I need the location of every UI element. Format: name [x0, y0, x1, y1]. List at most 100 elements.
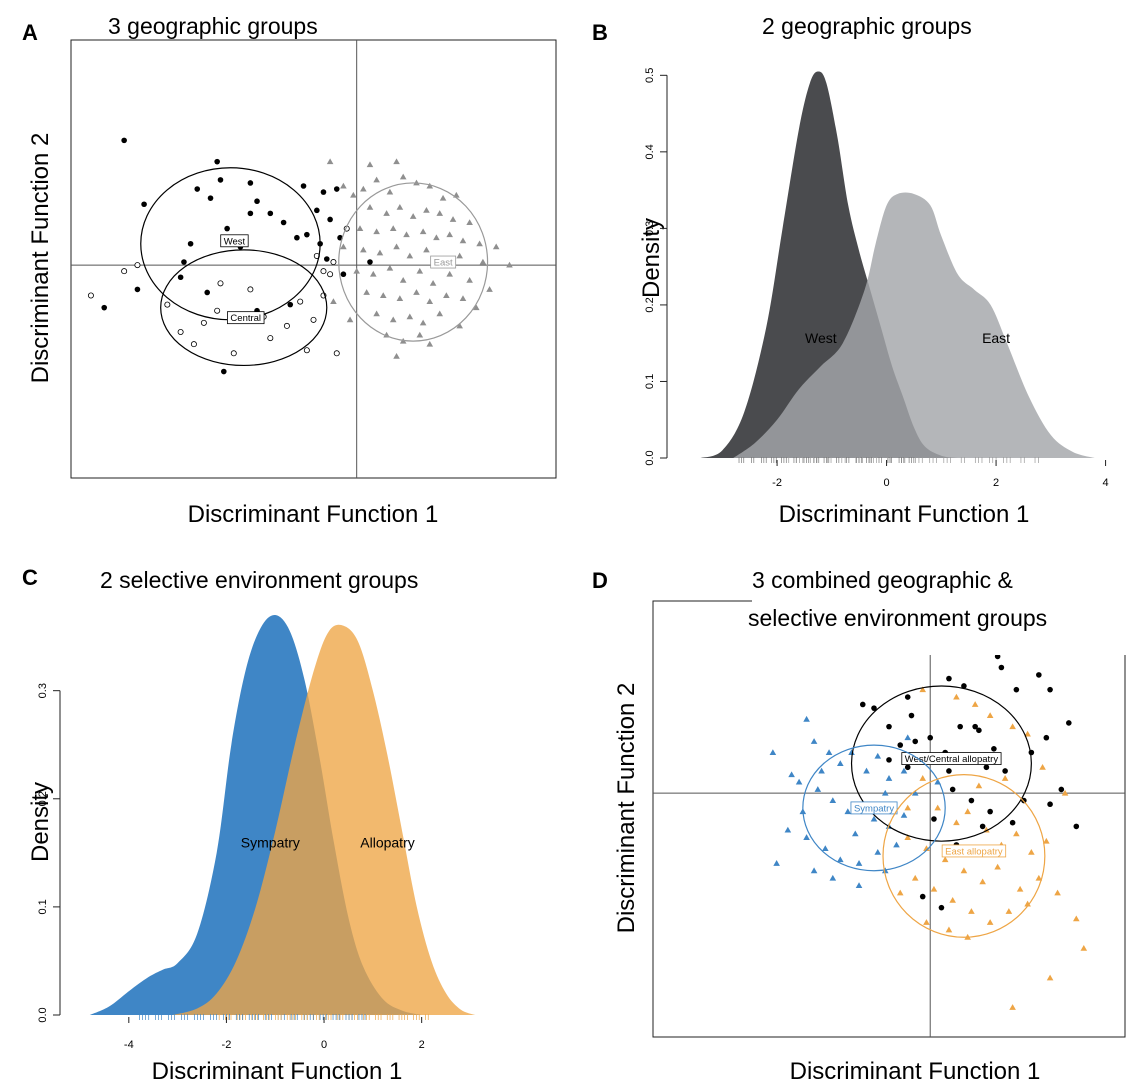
data-point-east [393, 158, 400, 165]
data-point-west-central-allopatry [972, 723, 978, 730]
data-point-east-allopatry [1061, 789, 1069, 796]
y-tick-label: 0.2 [37, 791, 49, 806]
data-point-east [479, 258, 487, 265]
data-point-west [294, 234, 300, 241]
plot-area: 0.0 0.1 0.2 0.3 -4 -2 0 2 Sympatry Allopatry [37, 614, 476, 1051]
y-axis-label: Density [638, 218, 665, 298]
group-label-sympatry: Sympatry [854, 803, 894, 814]
y-tick-label: 0.1 [37, 899, 49, 914]
data-point-central [200, 319, 207, 326]
data-point-east [346, 316, 354, 323]
data-point-central [327, 271, 334, 278]
group-label-central: Central [230, 313, 261, 324]
data-point-east [446, 231, 453, 238]
data-point-sympatry [829, 874, 837, 881]
data-point-west-central-allopatry [919, 893, 926, 900]
data-point-east-allopatry [953, 819, 960, 826]
data-point-central [283, 322, 290, 329]
data-point-west [141, 201, 147, 208]
panel-a: A 3 geographic groups Discriminant Funct… [0, 0, 560, 540]
panel-a-svg: A 3 geographic groups Discriminant Funct… [22, 13, 557, 528]
data-point-sympatry [837, 760, 844, 767]
data-point-east [386, 188, 394, 195]
data-point-east [350, 191, 357, 198]
data-point-west-central-allopatry [1066, 720, 1072, 726]
data-point-east [360, 185, 367, 192]
y-axis-label: Discriminant Function 2 [613, 683, 640, 934]
data-point-west-central-allopatry [987, 808, 993, 815]
data-point-sympatry [900, 812, 908, 818]
data-point-sympatry [874, 752, 882, 759]
panel-d-svg: D West/Central allopatry Sympatry East all… [592, 567, 1127, 1085]
data-point-central [230, 350, 237, 357]
panel-title: 3 geographic groups [108, 13, 318, 39]
data-point-east [373, 176, 380, 183]
x-tick-label: 0 [321, 1039, 327, 1051]
x-axis-label: Discriminant Function 1 [188, 501, 439, 528]
data-point-east [466, 219, 473, 225]
data-point-east [476, 240, 483, 247]
data-point-east-allopatry [945, 926, 953, 933]
data-point-sympatry [829, 797, 837, 804]
data-point-east-allopatry [1001, 775, 1009, 781]
data-point-west [224, 225, 230, 232]
data-point-sympatry [803, 715, 810, 722]
data-point-central [164, 301, 171, 308]
x-axis-label: Discriminant Function 1 [152, 1058, 403, 1085]
series-label-west: West [805, 330, 837, 346]
data-point-east [330, 298, 337, 305]
data-point-west [247, 180, 254, 186]
data-point-east [472, 304, 480, 311]
data-point-west [121, 137, 127, 144]
data-point-west [327, 216, 333, 223]
data-point-east-allopatry [971, 701, 979, 707]
data-point-west [177, 274, 184, 281]
data-point-east [356, 225, 364, 232]
data-point-east-allopatry [923, 919, 930, 925]
data-point-east [386, 264, 394, 271]
data-point-east-allopatry [1009, 1004, 1016, 1010]
data-point-east-allopatry [904, 804, 912, 811]
data-point-sympatry [855, 882, 863, 888]
data-point-west [254, 198, 260, 205]
data-point-sympatry [855, 860, 863, 866]
data-point-west [204, 289, 210, 296]
data-point-central [177, 328, 184, 335]
data-point-central [330, 259, 337, 266]
data-point-east [393, 243, 400, 250]
data-point-east-allopatry [1035, 874, 1043, 881]
data-point-west [217, 177, 224, 183]
data-point-east [423, 246, 430, 253]
data-point-east [449, 216, 457, 222]
data-point-sympatry [900, 767, 908, 774]
group-label-east: East [434, 258, 453, 269]
data-point-east [486, 286, 493, 292]
data-point-west-central-allopatry [886, 757, 892, 763]
data-point-west [300, 183, 307, 189]
data-point-west-central-allopatry [976, 727, 982, 734]
data-point-central [121, 268, 128, 275]
data-point-west [101, 304, 108, 311]
y-axis-label: Discriminant Function 2 [27, 133, 54, 384]
data-point-sympatry [870, 815, 878, 822]
data-point-east-allopatry [934, 804, 941, 811]
data-point-east [366, 161, 374, 168]
series-label-east: East [982, 330, 1010, 346]
plot-frame [70, 39, 557, 479]
ellipse-east [338, 182, 489, 342]
data-point-east [389, 316, 397, 323]
data-point-west-central-allopatry [946, 675, 952, 682]
data-point-west [194, 186, 201, 192]
y-tick-label: 0.0 [644, 450, 656, 465]
data-point-east [413, 289, 420, 295]
data-point-west-central-allopatry [904, 764, 911, 771]
data-point-west-central-allopatry [859, 701, 866, 708]
data-point-west-central-allopatry [1028, 749, 1035, 756]
data-point-west-central-allopatry [946, 768, 952, 774]
series-label-allopatry: Allopatry [360, 834, 414, 850]
data-point-east-allopatry [1073, 915, 1080, 922]
data-point-west [214, 158, 220, 165]
data-point-east-allopatry [1043, 837, 1050, 844]
data-point-central [217, 280, 224, 287]
data-point-east-allopatry [1080, 945, 1088, 951]
